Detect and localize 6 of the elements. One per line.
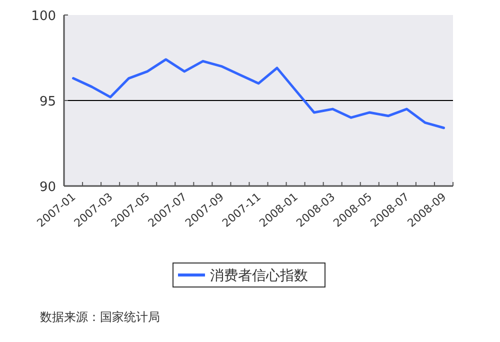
line-series: [72, 58, 445, 130]
y-tick-label: 95: [39, 94, 56, 110]
y-tick-label: 90: [39, 180, 56, 195]
legend-label: 消费者信心指数: [210, 268, 308, 284]
y-tick-label: 100: [31, 9, 56, 24]
source-note: 数据来源：国家统计局: [40, 310, 160, 324]
